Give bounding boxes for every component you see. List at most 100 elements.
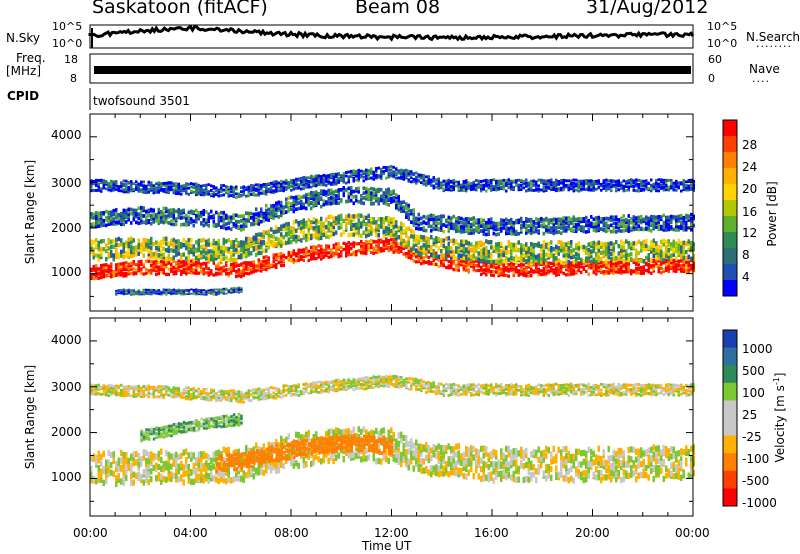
power-cell [592, 186, 595, 190]
power-cell [520, 262, 523, 266]
power-cell [140, 215, 143, 220]
power-cell [572, 182, 575, 185]
power-cell [240, 190, 243, 194]
power-cell [462, 217, 465, 222]
power-cell [127, 237, 130, 242]
power-cell [575, 229, 578, 233]
power-cell [682, 260, 685, 264]
power-cell [440, 220, 443, 224]
power-cell [460, 253, 463, 258]
power-cell [137, 260, 140, 264]
power-cell [682, 240, 685, 245]
power-cell [220, 272, 223, 276]
power-cell [625, 180, 628, 183]
power-cell [260, 219, 263, 224]
power-cell [210, 242, 213, 247]
power-cell [255, 244, 258, 249]
power-cell [225, 292, 228, 295]
velocity-cell [137, 464, 140, 472]
power-cell [527, 261, 530, 265]
power-cell [535, 229, 538, 234]
power-cell [127, 217, 130, 222]
power-cell [175, 222, 178, 227]
power-cell [635, 271, 638, 275]
power-cell [530, 183, 533, 186]
power-cell [655, 250, 658, 255]
velocity-cell [130, 453, 133, 460]
power-cell [467, 259, 470, 264]
power-cell [327, 177, 330, 181]
power-cell [265, 241, 268, 247]
power-cell [280, 200, 283, 205]
power-cell [552, 217, 555, 222]
power-cell [482, 229, 485, 233]
power-cell [315, 184, 318, 188]
power-cell [187, 245, 190, 250]
power-cell [465, 260, 468, 264]
power-cell [612, 269, 615, 273]
power-cell [467, 270, 470, 274]
power-cell [222, 210, 225, 215]
power-cell [595, 268, 598, 272]
power-cell [367, 173, 370, 177]
power-cell [257, 261, 260, 265]
power-cell [547, 264, 550, 269]
power-cell [440, 255, 443, 260]
power-cell [497, 269, 500, 273]
power-cell [622, 186, 625, 190]
power-cell [215, 293, 218, 296]
power-cell [315, 230, 318, 235]
power-cell [167, 241, 170, 246]
power-cell [217, 254, 220, 259]
power-cell [247, 268, 250, 272]
power-cell [635, 180, 638, 184]
power-cell [282, 180, 285, 184]
power-cell [172, 191, 175, 195]
power-cell [395, 200, 398, 204]
power-cell [137, 187, 140, 190]
power-cell [525, 228, 528, 232]
power-cell [390, 217, 393, 222]
power-cell [490, 269, 493, 274]
power-cell [557, 270, 560, 275]
power-cell [277, 241, 280, 246]
power-cell [482, 263, 485, 267]
power-cell [202, 254, 205, 259]
power-cell [427, 247, 430, 253]
power-cell [365, 172, 368, 176]
power-cell [415, 234, 418, 239]
power-cell [512, 262, 515, 267]
power-cell [562, 188, 565, 192]
power-cell [637, 218, 640, 223]
power-cell [300, 248, 303, 252]
power-cell [502, 267, 505, 271]
power-cell [117, 189, 120, 193]
velocity-cell [107, 466, 110, 474]
power-cell [272, 203, 275, 208]
power-cell [337, 188, 340, 192]
power-cell [502, 226, 505, 230]
power-cell [202, 218, 205, 222]
power-cell [657, 222, 660, 226]
power-cell [427, 177, 430, 181]
power-cell [450, 246, 453, 251]
power-cell [642, 219, 645, 224]
power-cell [447, 180, 450, 184]
power-cell [512, 227, 515, 231]
power-cell [607, 228, 610, 232]
power-cell [580, 179, 583, 183]
power-cell [635, 178, 638, 182]
power-cell [555, 225, 558, 230]
power-cell [352, 217, 355, 222]
power-cell [107, 210, 110, 215]
power-cell [687, 188, 690, 192]
power-cell [455, 218, 458, 223]
power-cell [570, 248, 573, 254]
power-cell [280, 206, 283, 211]
power-cell [157, 247, 160, 252]
power-cell [362, 218, 365, 223]
power-cell [430, 245, 433, 250]
power-cell [475, 228, 478, 233]
power-cell [657, 189, 660, 193]
power-cell [452, 261, 455, 265]
